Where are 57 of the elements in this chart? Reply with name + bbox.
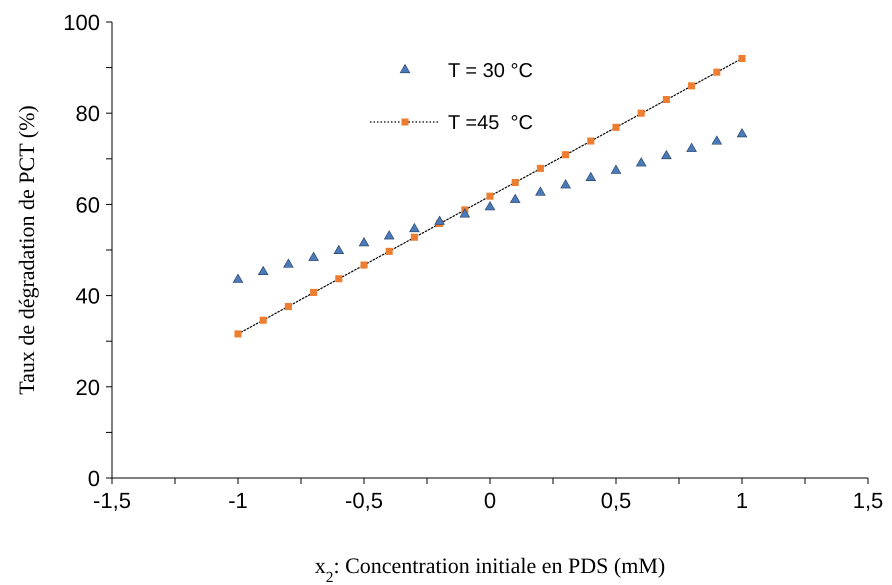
point [712,136,722,145]
y-tick-label: 20 [76,374,100,400]
point [510,194,520,203]
x-tick-label: 1 [736,488,748,513]
x-axis-title: x$_{2}$: Concentration initiale en PDS (mM) [314,553,666,585]
point [562,151,570,158]
point [386,248,393,255]
point [686,142,697,152]
point [738,54,746,62]
point [486,192,494,200]
x-tick-label: -0,5 [345,488,383,513]
point [358,237,370,246]
legend-label: T =45 °C [448,112,533,134]
point [409,223,420,232]
point [308,252,319,261]
point [535,186,546,196]
point [560,179,571,188]
point [283,258,294,268]
x-tick-label: 0,5 [600,488,632,513]
y-tick-label: 0 [88,466,100,491]
point [661,150,672,160]
y-tick-label: 60 [76,192,100,218]
point [234,330,242,338]
point [460,208,470,218]
point [410,234,418,241]
point [258,266,268,275]
x-tick-label: 0 [484,488,496,513]
point [713,68,720,76]
point [512,178,519,186]
point [335,275,342,282]
x-tick-label: 1,5 [852,488,884,513]
x-tick-label: -1 [228,488,248,513]
x-tick-label: -1,5 [93,488,131,513]
y-tick-label: 80 [76,101,100,126]
point [662,96,670,104]
point [610,164,622,174]
y-tick-label: 40 [76,284,100,309]
y-axis-title: Taux de dégradation de PCT (%) [14,105,39,395]
point [638,110,645,117]
point [636,158,646,166]
point [284,303,292,310]
point [310,288,318,296]
point [434,216,445,225]
point [688,82,696,90]
point [232,274,244,283]
point [736,128,748,138]
point [260,316,267,324]
point [334,245,344,254]
y-tick-label: 100 [63,10,100,35]
point [586,172,596,182]
point [360,262,368,269]
point [384,230,394,240]
point [484,201,496,210]
point [612,124,620,131]
point [536,164,544,172]
point [587,137,594,145]
legend-label: T = 30 °C [448,60,533,82]
